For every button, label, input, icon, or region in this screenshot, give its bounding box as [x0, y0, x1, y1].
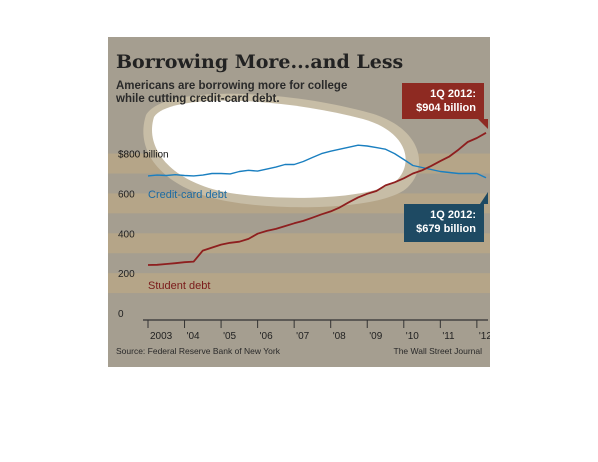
- credit-card-label: Credit-card debt: [148, 189, 227, 201]
- source-note: Source: Federal Reserve Bank of New York: [116, 346, 280, 356]
- x-tick-label: '08: [333, 331, 346, 342]
- x-tick-label: '10: [406, 331, 419, 342]
- credit-card-callout-box: [404, 204, 484, 242]
- student-callout-value: $904 billion: [416, 102, 476, 114]
- x-tick-label: '11: [442, 331, 455, 342]
- chart-subtitle: Americans are borrowing more for college…: [116, 80, 348, 105]
- credit-card-callout-label: 1Q 2012:: [430, 209, 476, 221]
- credit-card-callout-pointer: [480, 192, 488, 204]
- student-debt-label: Student debt: [148, 280, 210, 292]
- x-tick-label: '06: [260, 331, 273, 342]
- chart-title: Borrowing More...and Less: [116, 51, 404, 73]
- credit-card-callout-value: $679 billion: [416, 223, 476, 235]
- x-tick-label: '04: [187, 331, 200, 342]
- x-tick-label: '05: [223, 331, 236, 342]
- x-tick-label: '09: [369, 331, 382, 342]
- y-tick-label: $800 billion: [118, 150, 169, 161]
- grid-band: [108, 233, 490, 254]
- y-tick-label: 400: [118, 229, 135, 240]
- student-callout-pointer: [478, 119, 488, 129]
- x-tick-label: '12: [479, 331, 490, 342]
- chart-panel: 0 200 400 600 $800 billion 2003 '04 '05 '06 '07 '0…: [108, 37, 490, 367]
- series-line-student: [147, 132, 487, 266]
- line-chart: 0 200 400 600 $800 billion 2003 '04 '05 '06 '07 '0…: [108, 83, 490, 342]
- y-tick-label: 0: [118, 309, 124, 320]
- student-callout-box: [402, 83, 484, 119]
- series-line-credit-card: [147, 144, 487, 179]
- y-tick-label: 200: [118, 269, 135, 280]
- student-callout-label: 1Q 2012:: [430, 88, 476, 100]
- y-tick-label: 600: [118, 189, 135, 200]
- grid-band: [108, 273, 490, 294]
- credit-note: The Wall Street Journal: [393, 346, 483, 356]
- x-tick-label: '07: [296, 331, 309, 342]
- x-tick-label: 2003: [150, 331, 173, 342]
